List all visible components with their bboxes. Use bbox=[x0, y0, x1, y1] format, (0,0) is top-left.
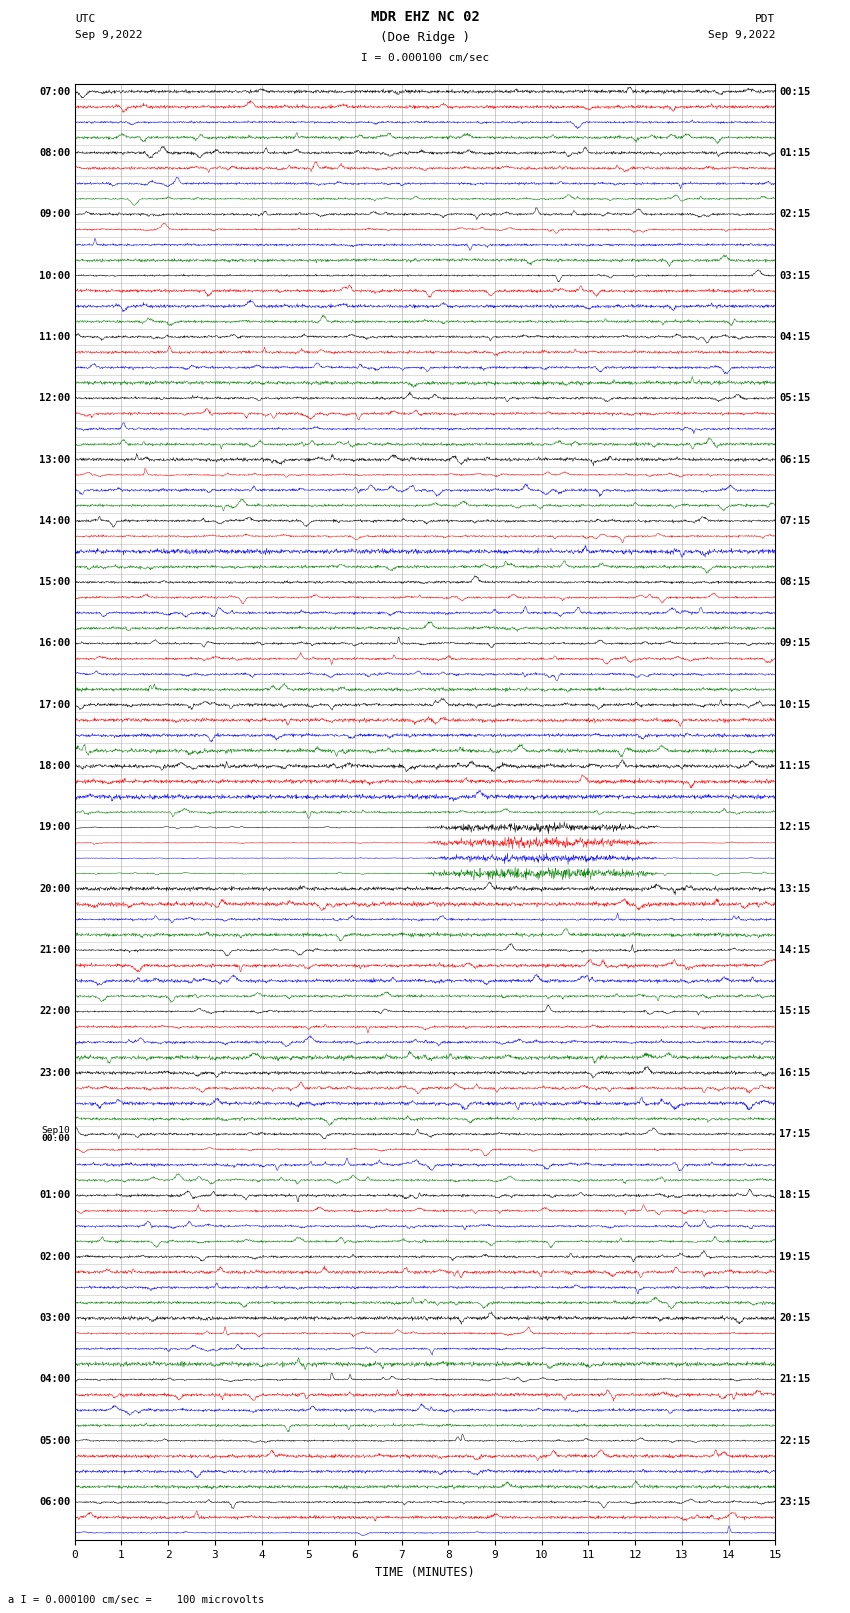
Text: 14:15: 14:15 bbox=[779, 945, 811, 955]
Text: 04:15: 04:15 bbox=[779, 332, 811, 342]
Text: 11:00: 11:00 bbox=[39, 332, 71, 342]
Text: 16:00: 16:00 bbox=[39, 639, 71, 648]
Text: 07:00: 07:00 bbox=[39, 87, 71, 97]
Text: 02:15: 02:15 bbox=[779, 210, 811, 219]
Text: 18:00: 18:00 bbox=[39, 761, 71, 771]
Text: 00:00: 00:00 bbox=[42, 1134, 71, 1142]
Text: 11:15: 11:15 bbox=[779, 761, 811, 771]
Text: 00:15: 00:15 bbox=[779, 87, 811, 97]
Text: 08:15: 08:15 bbox=[779, 577, 811, 587]
Text: 13:15: 13:15 bbox=[779, 884, 811, 894]
Text: 20:00: 20:00 bbox=[39, 884, 71, 894]
Text: 15:00: 15:00 bbox=[39, 577, 71, 587]
Text: 13:00: 13:00 bbox=[39, 455, 71, 465]
Text: 05:00: 05:00 bbox=[39, 1436, 71, 1445]
Text: 22:15: 22:15 bbox=[779, 1436, 811, 1445]
Text: 06:00: 06:00 bbox=[39, 1497, 71, 1507]
Text: 05:15: 05:15 bbox=[779, 394, 811, 403]
Text: 21:15: 21:15 bbox=[779, 1374, 811, 1384]
Text: 15:15: 15:15 bbox=[779, 1007, 811, 1016]
Text: 23:00: 23:00 bbox=[39, 1068, 71, 1077]
Text: 17:15: 17:15 bbox=[779, 1129, 811, 1139]
Text: 02:00: 02:00 bbox=[39, 1252, 71, 1261]
Text: 23:15: 23:15 bbox=[779, 1497, 811, 1507]
X-axis label: TIME (MINUTES): TIME (MINUTES) bbox=[375, 1566, 475, 1579]
Text: 09:15: 09:15 bbox=[779, 639, 811, 648]
Text: a I = 0.000100 cm/sec =    100 microvolts: a I = 0.000100 cm/sec = 100 microvolts bbox=[8, 1595, 264, 1605]
Text: PDT: PDT bbox=[755, 15, 775, 24]
Text: Sep 9,2022: Sep 9,2022 bbox=[75, 31, 142, 40]
Text: 10:15: 10:15 bbox=[779, 700, 811, 710]
Text: (Doe Ridge ): (Doe Ridge ) bbox=[380, 31, 470, 44]
Text: 21:00: 21:00 bbox=[39, 945, 71, 955]
Text: 03:15: 03:15 bbox=[779, 271, 811, 281]
Text: 01:00: 01:00 bbox=[39, 1190, 71, 1200]
Text: 19:00: 19:00 bbox=[39, 823, 71, 832]
Text: UTC: UTC bbox=[75, 15, 95, 24]
Text: 14:00: 14:00 bbox=[39, 516, 71, 526]
Text: 12:00: 12:00 bbox=[39, 394, 71, 403]
Text: 06:15: 06:15 bbox=[779, 455, 811, 465]
Text: 09:00: 09:00 bbox=[39, 210, 71, 219]
Text: 18:15: 18:15 bbox=[779, 1190, 811, 1200]
Text: 17:00: 17:00 bbox=[39, 700, 71, 710]
Text: 01:15: 01:15 bbox=[779, 148, 811, 158]
Text: I = 0.000100 cm/sec: I = 0.000100 cm/sec bbox=[361, 53, 489, 63]
Text: Sep 9,2022: Sep 9,2022 bbox=[708, 31, 775, 40]
Text: 22:00: 22:00 bbox=[39, 1007, 71, 1016]
Text: 19:15: 19:15 bbox=[779, 1252, 811, 1261]
Text: 20:15: 20:15 bbox=[779, 1313, 811, 1323]
Text: 12:15: 12:15 bbox=[779, 823, 811, 832]
Text: MDR EHZ NC 02: MDR EHZ NC 02 bbox=[371, 10, 479, 24]
Text: 07:15: 07:15 bbox=[779, 516, 811, 526]
Text: 03:00: 03:00 bbox=[39, 1313, 71, 1323]
Text: 04:00: 04:00 bbox=[39, 1374, 71, 1384]
Text: Sep10: Sep10 bbox=[42, 1126, 71, 1134]
Text: 16:15: 16:15 bbox=[779, 1068, 811, 1077]
Text: 08:00: 08:00 bbox=[39, 148, 71, 158]
Text: 10:00: 10:00 bbox=[39, 271, 71, 281]
